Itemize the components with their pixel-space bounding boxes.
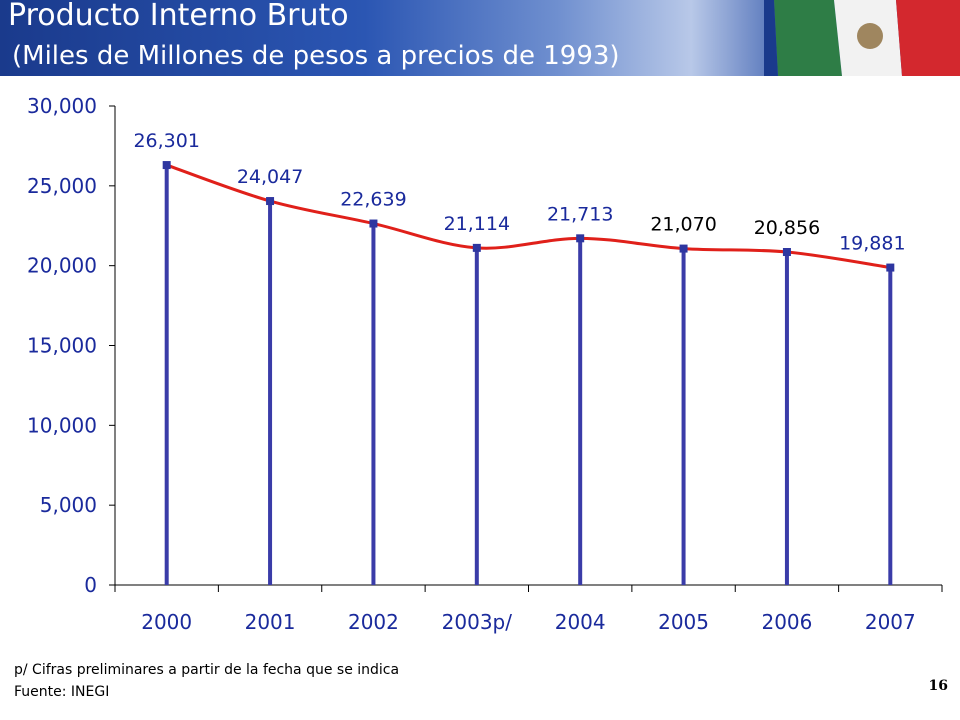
x-tick-label: 2001 (245, 610, 296, 634)
y-tick-label: 10,000 (27, 413, 97, 437)
data-marker (886, 263, 895, 272)
x-tick-labels: 2000 2001 2002 2003p/2004 2005 2006 2007 (141, 610, 916, 634)
y-tick-label: 25,000 (27, 174, 97, 198)
header-banner: Producto Interno Bruto (Miles de Millone… (0, 0, 960, 76)
y-tick-label: 15,000 (27, 334, 97, 358)
y-tick-label: 30,000 (27, 94, 97, 118)
data-marker (162, 161, 171, 170)
data-marker (782, 247, 791, 256)
data-label: 26,301 (133, 130, 199, 152)
data-label: 19,881 (839, 233, 905, 255)
data-label: 20,856 (754, 217, 820, 239)
data-marker (679, 244, 688, 253)
data-marker (576, 234, 585, 243)
data-label: 21,070 (650, 214, 716, 236)
x-tick-label: 2006 (761, 610, 812, 634)
gdp-chart: 26,301 24,047 22,639 21,114 21,713 21,070 20,8… (27, 94, 943, 634)
data-label: 21,713 (547, 203, 613, 225)
x-tick-label: 2000 (141, 610, 192, 634)
data-marker (369, 219, 378, 228)
x-tick-label: 2002 (348, 610, 399, 634)
data-labels: 26,301 24,047 22,639 21,114 21,713 21,070 20,8… (133, 130, 905, 255)
data-marker (266, 197, 275, 206)
data-markers (162, 161, 895, 272)
gdp-series-line (166, 163, 891, 270)
source-note: Fuente: INEGI (14, 684, 110, 700)
x-tick-label: 2003p/ (442, 610, 513, 634)
data-label: 24,047 (237, 166, 303, 188)
y-tick-label: 0 (84, 573, 97, 597)
y-tick-label: 5,000 (40, 493, 97, 517)
y-tick-label: 20,000 (27, 254, 97, 278)
data-label: 21,114 (444, 213, 510, 235)
footnote-preliminary: p/ Cifras preliminares a partir de la fe… (14, 662, 400, 678)
page-subtitle: (Miles de Millones de pesos a precios de… (12, 41, 620, 71)
x-tick-label: 2004 (555, 610, 606, 634)
page-number: 16 (928, 678, 948, 694)
x-tick-label: 2005 (658, 610, 709, 634)
x-tick-label: 2007 (865, 610, 916, 634)
drop-lines (164, 165, 893, 585)
page-title: Producto Interno Bruto (8, 0, 349, 33)
y-tick-labels: 0 5,000 10,000 15,000 20,000 25,000 30,000 (27, 94, 97, 597)
data-marker (472, 243, 481, 252)
data-label: 22,639 (340, 189, 406, 211)
chart-axes (109, 105, 943, 592)
mexico-flag-icon (764, 0, 960, 76)
